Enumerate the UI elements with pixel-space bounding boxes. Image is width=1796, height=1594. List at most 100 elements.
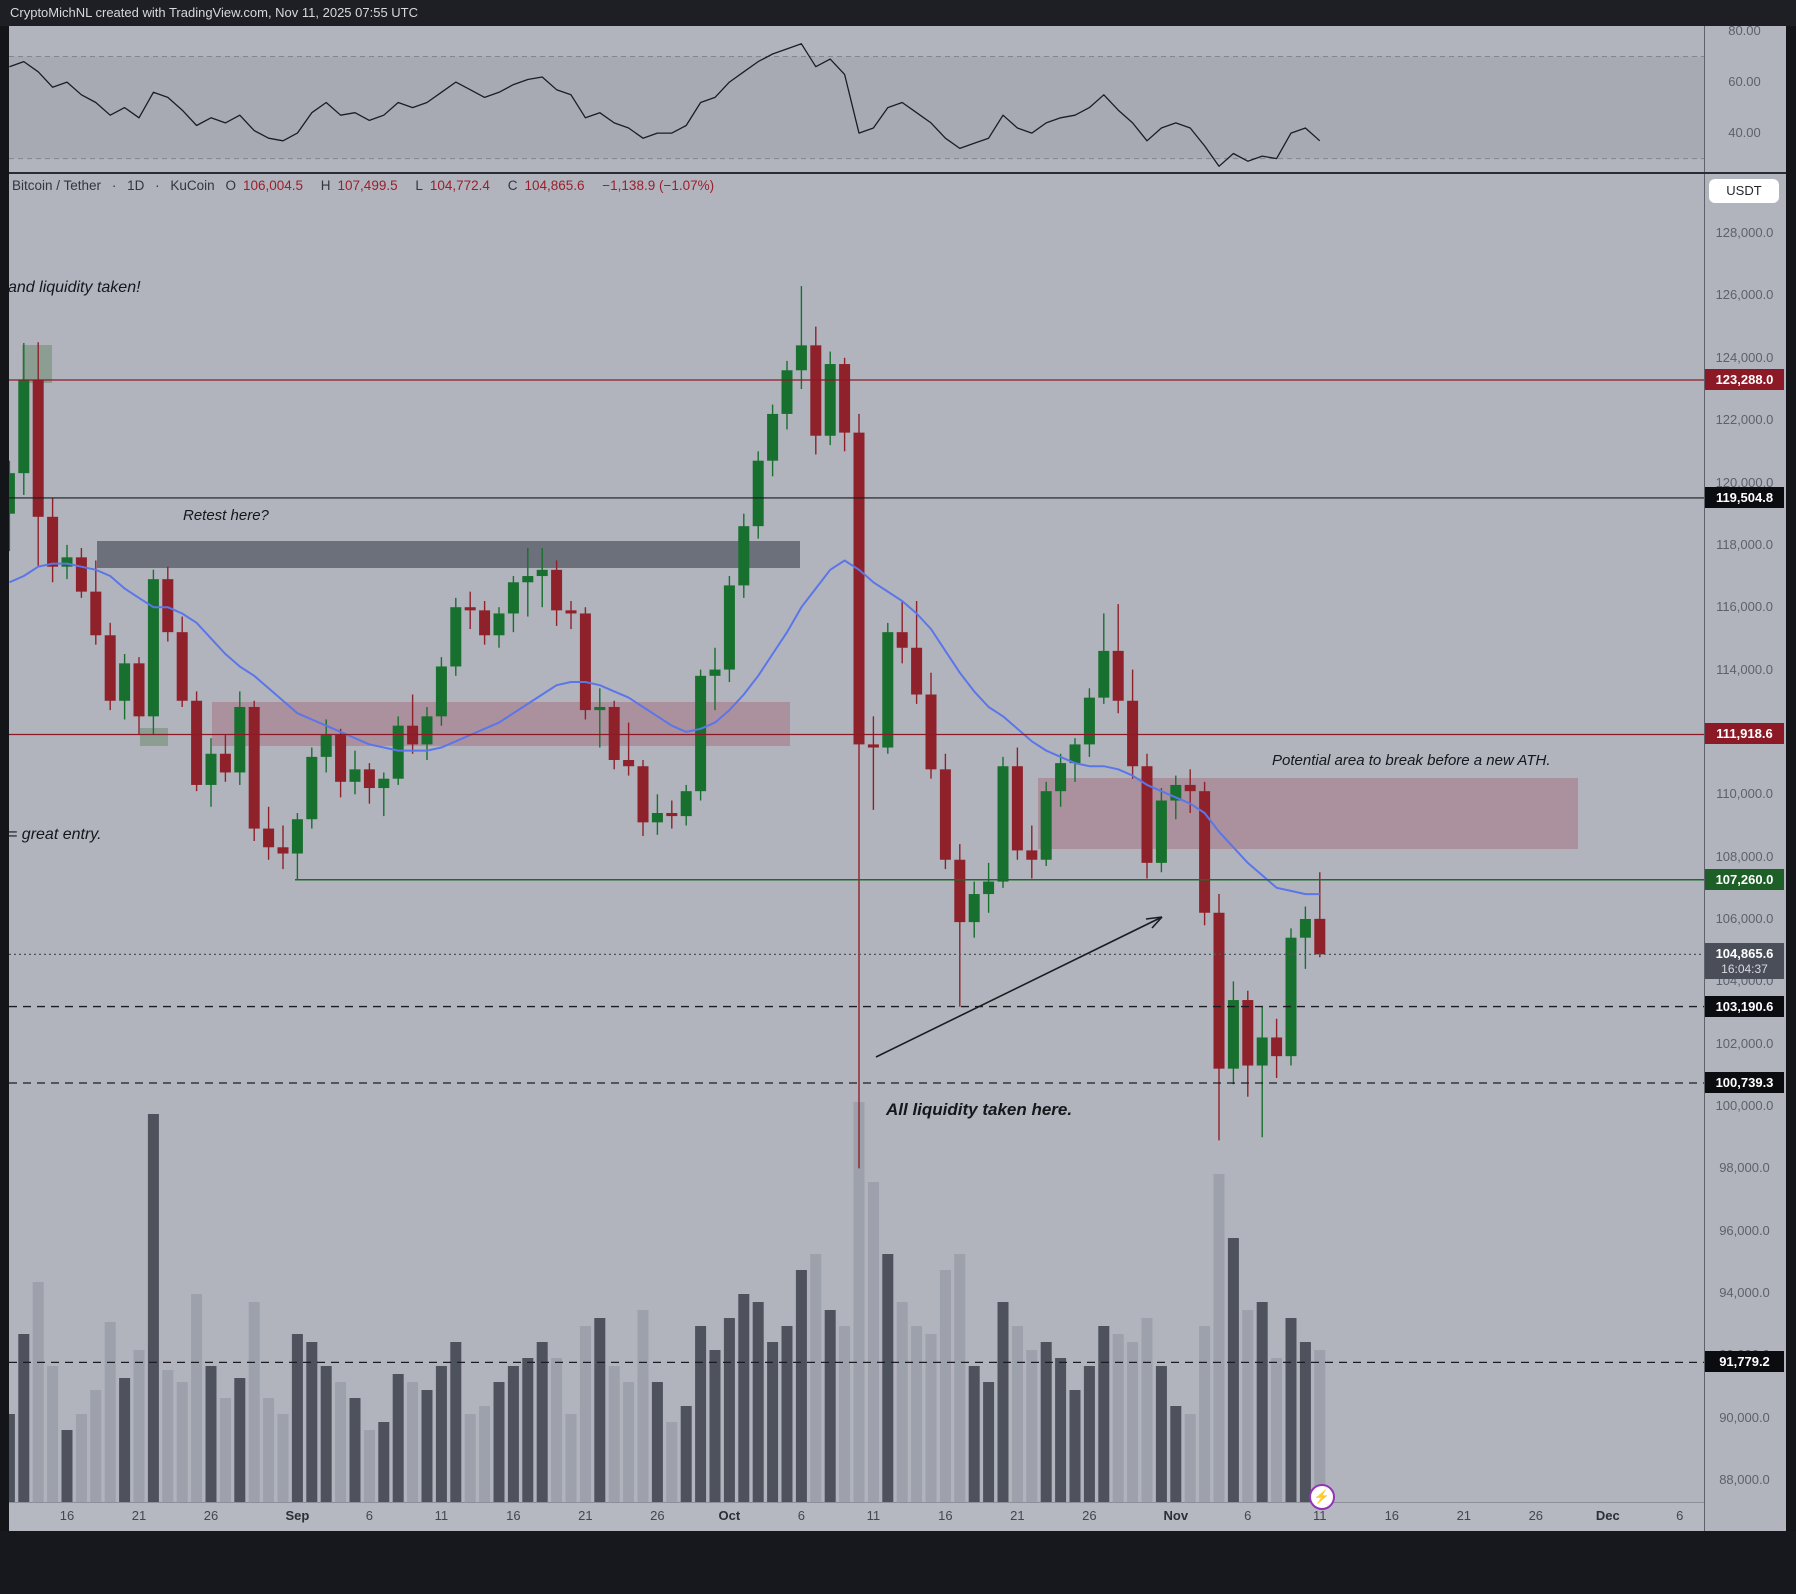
- candle-body: [479, 610, 491, 636]
- annotation-great-entry[interactable]: = great entry.: [8, 826, 102, 843]
- price-tick-label: 100,000.0: [1715, 1098, 1774, 1114]
- price-tick-label: 94,000.0: [1719, 1285, 1770, 1301]
- candle-body: [1184, 784, 1196, 792]
- time-axis-label[interactable]: 11: [866, 1508, 881, 1523]
- time-axis-label[interactable]: 26: [1082, 1508, 1097, 1523]
- lightning-marker-icon[interactable]: ⚡: [1309, 1484, 1335, 1510]
- price-tick-label: 90,000.0: [1719, 1409, 1770, 1425]
- time-axis-label[interactable]: 16: [59, 1508, 75, 1523]
- pane-separator[interactable]: [9, 172, 1786, 174]
- candle-body: [565, 610, 577, 614]
- volume-bar: [176, 1382, 188, 1502]
- volume-bar: [1011, 1326, 1023, 1502]
- time-axis-label[interactable]: 21: [578, 1508, 593, 1523]
- candle-body: [968, 894, 980, 923]
- breakout-area: [1038, 778, 1578, 849]
- rsi-tick-label: 60.00: [1728, 74, 1761, 90]
- volume-bar: [147, 1114, 159, 1502]
- price-tick-label: 118,000.0: [1716, 536, 1773, 552]
- price-tick-label: 88,000.0: [1719, 1472, 1770, 1488]
- time-axis-label[interactable]: 6: [365, 1508, 374, 1523]
- ohlc-low: L 104,772.4: [415, 178, 490, 193]
- time-axis-label[interactable]: 21: [1010, 1508, 1025, 1523]
- entry-box: [140, 728, 168, 746]
- time-axis-label[interactable]: 16: [938, 1508, 953, 1523]
- volume-bar: [896, 1302, 908, 1502]
- currency-toggle-button[interactable]: USDT: [1709, 179, 1779, 203]
- candle-body: [1141, 766, 1153, 863]
- candle-body: [781, 370, 793, 414]
- volume-bar: [651, 1382, 663, 1502]
- volume-bar: [1285, 1318, 1297, 1502]
- time-axis-label[interactable]: 26: [1528, 1508, 1544, 1523]
- candle-body: [695, 675, 707, 792]
- time-axis-label[interactable]: Oct: [718, 1508, 741, 1523]
- exchange-label: KuCoin: [170, 178, 215, 193]
- price-tick-label: 116,000.0: [1716, 599, 1773, 615]
- time-axis-label[interactable]: Sep: [285, 1508, 310, 1523]
- candle-body: [335, 735, 347, 782]
- volume-bar: [335, 1382, 347, 1502]
- watermark-credit: CryptoMichNL created with TradingView.co…: [0, 0, 1796, 26]
- candle-body: [450, 607, 462, 667]
- candle-body: [1227, 1000, 1239, 1069]
- time-axis-label[interactable]: 26: [650, 1508, 665, 1523]
- price-tick-label: 110,000.0: [1716, 786, 1773, 802]
- candle-body: [104, 635, 116, 701]
- time-axis-label[interactable]: 21: [1456, 1508, 1472, 1523]
- separator-dot: ·: [155, 178, 160, 193]
- time-axis[interactable]: [9, 1502, 1786, 1531]
- volume-bar: [968, 1366, 980, 1502]
- candle-body: [133, 663, 145, 717]
- time-axis-label[interactable]: Dec: [1595, 1508, 1620, 1523]
- time-axis-label[interactable]: 6: [797, 1508, 806, 1523]
- time-axis-label[interactable]: 11: [434, 1508, 449, 1523]
- candle-body: [392, 725, 404, 779]
- rsi-pane[interactable]: [9, 26, 1704, 173]
- symbol-name[interactable]: Bitcoin / Tether: [12, 178, 102, 193]
- time-axis-label[interactable]: 21: [131, 1508, 147, 1523]
- candle-body: [1040, 791, 1052, 860]
- volume-bar: [1083, 1366, 1095, 1502]
- candle-body: [954, 859, 966, 923]
- candle-body: [1127, 700, 1139, 767]
- candle-body: [162, 579, 174, 633]
- time-axis-label[interactable]: 6: [1676, 1508, 1684, 1523]
- annotation-liquidity-taken-top[interactable]: and liquidity taken!: [8, 279, 141, 296]
- candle-body: [1299, 918, 1311, 938]
- time-axis-label[interactable]: 6: [1244, 1508, 1252, 1523]
- price-scale-column[interactable]: [1704, 26, 1786, 1531]
- interval-label[interactable]: 1D: [127, 178, 145, 193]
- volume-bar: [882, 1254, 894, 1502]
- price-badge: 111,918.6: [1705, 723, 1784, 745]
- candle-body: [723, 585, 735, 670]
- time-axis-label[interactable]: Nov: [1163, 1508, 1189, 1523]
- ma-line: [9, 559, 1320, 896]
- time-axis-label[interactable]: 16: [1384, 1508, 1400, 1523]
- annotation-retest-here[interactable]: Retest here?: [183, 507, 269, 524]
- candle-body: [90, 591, 102, 636]
- price-tick-label: 102,000.0: [1715, 1035, 1774, 1051]
- volume-bar: [1127, 1342, 1139, 1502]
- time-axis-label[interactable]: 26: [203, 1508, 219, 1523]
- volume-bar: [1271, 1358, 1283, 1502]
- volume-bar: [752, 1302, 764, 1502]
- candle-body: [1256, 1037, 1268, 1066]
- volume-bar: [1055, 1358, 1067, 1502]
- volume-bar: [392, 1374, 404, 1502]
- candle-body: [248, 706, 260, 829]
- volume-bar: [363, 1430, 375, 1502]
- candle-body: [623, 759, 635, 767]
- retest-zone: [97, 541, 800, 568]
- candle-body: [191, 700, 203, 785]
- symbol-info-bar[interactable]: Bitcoin / Tether · 1D · KuCoin O 106,004.…: [12, 178, 721, 193]
- volume-bar: [810, 1254, 822, 1502]
- volume-bar: [507, 1366, 519, 1502]
- time-axis-label[interactable]: 16: [506, 1508, 521, 1523]
- annotation-all-liquidity-taken[interactable]: All liquidity taken here.: [886, 1100, 1073, 1119]
- volume-bar: [47, 1366, 59, 1502]
- time-axis-label[interactable]: 11: [1313, 1508, 1327, 1523]
- annotation-potential-area[interactable]: Potential area to break before a new ATH…: [1272, 752, 1551, 769]
- candle-body: [536, 569, 548, 577]
